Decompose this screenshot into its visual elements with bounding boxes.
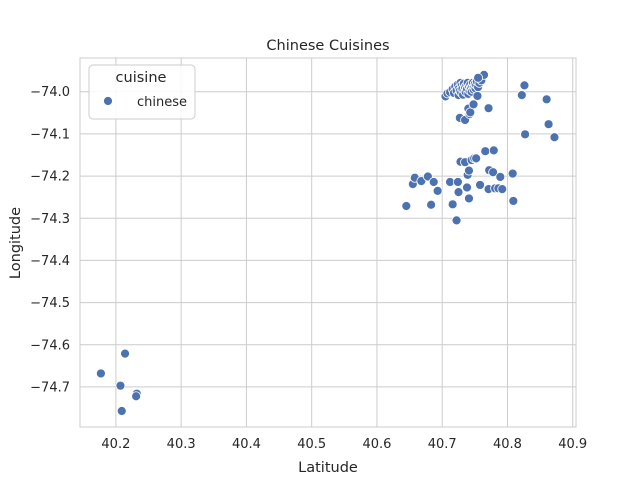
data-point bbox=[468, 99, 479, 110]
grid-lines bbox=[80, 58, 576, 427]
data-point bbox=[497, 184, 508, 195]
y-tick-labels: −74.0 −74.1 −74.2 −74.3 −74.4 −74.5 −74.6 −74.7 bbox=[30, 85, 70, 395]
x-tick-labels: 40.2 40.3 40.4 40.5 40.6 40.7 40.8 40.9 bbox=[101, 437, 587, 452]
y-axis-label: Longitude bbox=[8, 207, 24, 279]
data-point bbox=[471, 153, 482, 164]
chart-title: Chinese Cuisines bbox=[266, 38, 389, 54]
legend-box bbox=[88, 64, 196, 120]
data-point bbox=[543, 119, 554, 130]
data-point bbox=[401, 201, 412, 211]
plot-frame bbox=[79, 57, 577, 428]
data-point bbox=[95, 368, 106, 379]
y-tick-label: −74.5 bbox=[30, 296, 70, 311]
legend-title: cuisine bbox=[116, 70, 167, 86]
data-point bbox=[549, 132, 560, 143]
data-point bbox=[472, 91, 483, 101]
data-point bbox=[462, 182, 472, 193]
y-tick-label: −74.0 bbox=[30, 85, 70, 100]
data-point bbox=[432, 185, 443, 196]
data-point bbox=[488, 145, 499, 156]
data-point bbox=[541, 94, 552, 105]
data-point bbox=[464, 193, 474, 204]
y-tick-label: −74.6 bbox=[30, 338, 70, 353]
data-point bbox=[495, 172, 506, 182]
data-point bbox=[115, 380, 126, 391]
x-tick-label: 40.9 bbox=[558, 437, 587, 452]
x-tick-label: 40.4 bbox=[232, 437, 261, 452]
y-tick-label: −74.3 bbox=[30, 212, 70, 227]
data-point bbox=[475, 180, 485, 190]
x-tick-label: 40.6 bbox=[362, 437, 391, 452]
data-point bbox=[447, 199, 458, 210]
data-point bbox=[426, 199, 437, 210]
y-tick-label: −74.7 bbox=[30, 380, 70, 395]
x-axis-label: Latitude bbox=[298, 460, 358, 476]
x-tick-label: 40.8 bbox=[493, 437, 522, 452]
x-tick-label: 40.3 bbox=[167, 437, 196, 452]
x-tick-label: 40.5 bbox=[297, 437, 326, 452]
legend-label: chinese bbox=[137, 95, 187, 110]
data-point bbox=[516, 90, 527, 101]
legend: cuisine chinese bbox=[88, 64, 196, 120]
data-point bbox=[519, 80, 530, 91]
data-point bbox=[453, 187, 464, 198]
data-points bbox=[95, 69, 560, 416]
data-point bbox=[120, 348, 130, 359]
data-point bbox=[428, 177, 439, 187]
data-point bbox=[452, 177, 463, 187]
data-point bbox=[480, 146, 491, 157]
data-point bbox=[131, 391, 142, 402]
data-point bbox=[507, 168, 518, 179]
x-tick-label: 40.2 bbox=[101, 437, 130, 452]
y-tick-label: −74.2 bbox=[30, 170, 70, 185]
data-point bbox=[464, 165, 474, 176]
y-tick-label: −74.1 bbox=[30, 127, 70, 142]
data-point bbox=[488, 167, 499, 178]
data-point bbox=[473, 72, 484, 83]
data-point bbox=[508, 196, 519, 206]
x-tick-label: 40.7 bbox=[428, 437, 457, 452]
data-point bbox=[451, 215, 462, 226]
y-tick-label: −74.4 bbox=[30, 254, 70, 269]
legend-marker bbox=[103, 96, 113, 106]
data-point bbox=[116, 406, 127, 416]
data-point bbox=[520, 129, 530, 140]
data-point bbox=[483, 103, 494, 114]
